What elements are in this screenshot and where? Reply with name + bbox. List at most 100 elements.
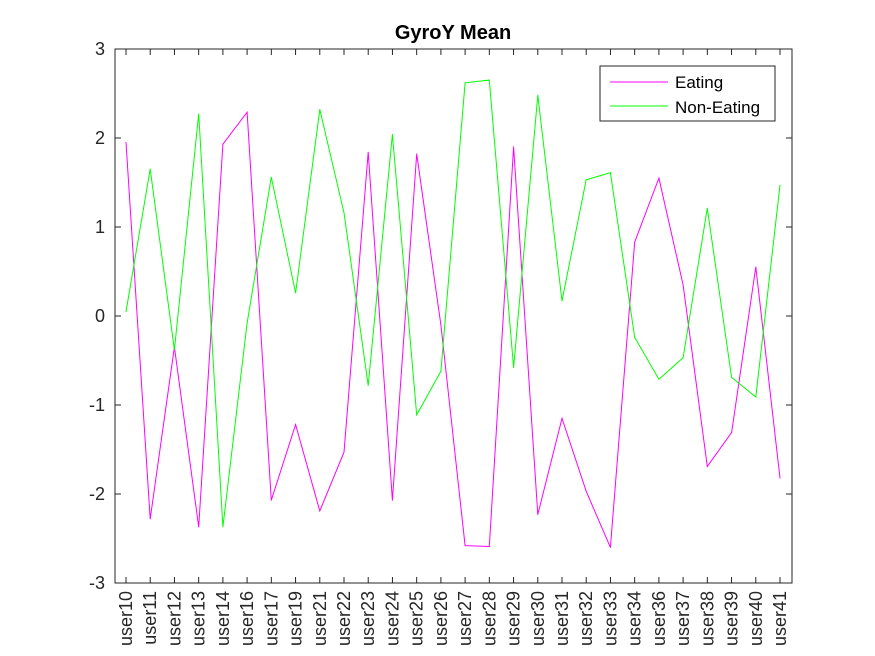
data-point (561, 417, 563, 419)
data-point (706, 207, 708, 209)
x-tick-label: user36 (649, 591, 669, 646)
data-point (464, 545, 466, 547)
x-tick-label: user26 (431, 591, 451, 646)
chart-title: GyroY Mean (395, 22, 511, 44)
x-tick-label: user12 (164, 591, 184, 646)
data-point (609, 172, 611, 174)
data-point (585, 490, 587, 492)
x-tick-label: user16 (237, 591, 257, 646)
data-point (149, 518, 151, 520)
x-tick-label: user34 (625, 591, 645, 646)
data-point (391, 133, 393, 135)
data-point (609, 546, 611, 548)
data-point (416, 414, 418, 416)
x-tick-label: user17 (261, 591, 281, 646)
x-tick-label: user33 (600, 591, 620, 646)
data-point (319, 109, 321, 110)
x-tick-label: user13 (189, 591, 209, 646)
data-point (513, 367, 515, 369)
data-point (319, 510, 321, 512)
data-point (731, 376, 733, 378)
data-point (537, 94, 539, 96)
x-tick-label: user10 (116, 591, 136, 646)
data-point (125, 141, 127, 143)
x-tick-label: user19 (286, 591, 306, 646)
data-point (295, 424, 297, 426)
y-tick-label: 1 (95, 217, 105, 237)
data-point (125, 311, 127, 313)
data-point (537, 514, 539, 515)
data-point (634, 241, 636, 243)
data-point (198, 113, 200, 115)
data-point (149, 168, 151, 170)
data-point (391, 499, 393, 501)
y-tick-label: 3 (95, 39, 105, 59)
data-point (222, 143, 224, 145)
x-tick-label: user41 (770, 591, 790, 646)
legend: Eating Non-Eating (599, 65, 776, 122)
y-tick-label: -1 (89, 395, 105, 415)
data-point (731, 432, 733, 434)
x-tick-label: user28 (479, 591, 499, 646)
data-point (488, 79, 490, 81)
data-point (488, 546, 490, 547)
plot-area-frame (114, 48, 793, 584)
data-point (270, 499, 272, 501)
series-line-eating (125, 110, 781, 548)
x-tick-label: user27 (455, 591, 475, 646)
x-tick-label: user40 (746, 591, 766, 646)
x-tick-label: user39 (722, 591, 742, 646)
data-point (779, 477, 781, 479)
y-tick-label: 2 (95, 128, 105, 148)
data-point (682, 357, 684, 359)
data-point (343, 212, 345, 214)
data-point (246, 322, 248, 324)
data-point (440, 324, 442, 326)
data-point (585, 179, 587, 181)
data-point (440, 370, 442, 372)
data-point (779, 184, 781, 186)
x-tick-label: user29 (504, 591, 524, 646)
x-tick-label: user37 (673, 591, 693, 646)
data-point (464, 82, 466, 84)
data-point (682, 284, 684, 286)
x-tick-label: user31 (552, 591, 572, 646)
data-point (343, 451, 345, 453)
data-point (367, 151, 369, 153)
x-tick-label: user38 (697, 591, 717, 646)
data-point (367, 384, 369, 386)
y-tick-label: -3 (89, 573, 105, 593)
x-axis: user10 user11 user12 user13 user14 user16 user… (116, 49, 790, 646)
x-tick-label: user23 (358, 591, 378, 646)
x-tick-label: user30 (528, 591, 548, 646)
x-tick-label: user21 (310, 591, 330, 646)
data-point (755, 396, 757, 398)
data-point (634, 336, 636, 338)
data-point (755, 266, 757, 268)
data-point (706, 465, 708, 467)
x-tick-label: user11 (140, 591, 160, 645)
plot-lines (125, 79, 781, 548)
y-tick-label: -2 (89, 484, 105, 504)
x-tick-label: user25 (407, 591, 427, 646)
y-axis: -3 -2 -1 0 1 2 3 (89, 39, 792, 593)
y-tick-label: 0 (95, 306, 105, 326)
legend-label-eating: Eating (675, 73, 723, 92)
data-point (416, 153, 418, 155)
x-tick-label: user14 (213, 591, 233, 646)
data-point (295, 292, 297, 294)
data-point (246, 111, 248, 113)
data-point (513, 146, 515, 148)
legend-box (599, 65, 776, 122)
data-point (198, 526, 200, 528)
data-point (222, 526, 224, 528)
legend-label-non-eating: Non-Eating (675, 98, 760, 117)
data-point (658, 378, 660, 380)
data-point (561, 300, 563, 302)
x-tick-label: user24 (382, 591, 402, 646)
data-point (658, 177, 660, 179)
x-tick-label: user32 (576, 591, 596, 646)
x-tick-label: user22 (334, 591, 354, 646)
data-point (173, 349, 175, 351)
